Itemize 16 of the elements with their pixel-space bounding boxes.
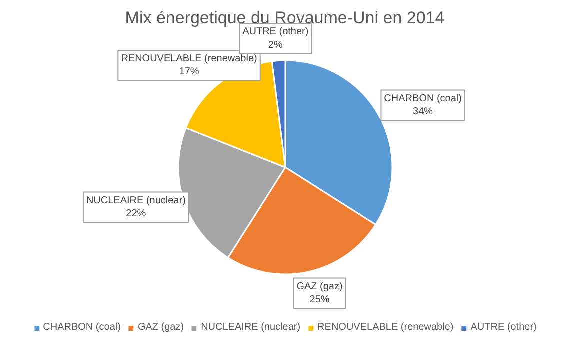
data-label: 2% bbox=[268, 40, 283, 51]
legend-label: RENOUVELABLE (renewable) bbox=[318, 322, 454, 333]
slice-label: GAZ (gaz) bbox=[296, 281, 343, 292]
slice-label: AUTRE (other) bbox=[242, 26, 309, 38]
legend-label: AUTRE (other) bbox=[470, 322, 537, 333]
data-label: 22% bbox=[126, 208, 146, 220]
slice-label: CHARBON (coal) bbox=[384, 93, 462, 104]
slice-label: NUCLEAIRE (nuclear) bbox=[86, 195, 186, 206]
legend-label: NUCLEAIRE (nuclear) bbox=[201, 322, 301, 333]
chart-title: Mix énergetique du Royaume-Uni en 2014 bbox=[125, 8, 445, 28]
data-label: 17% bbox=[179, 66, 200, 78]
data-label: 25% bbox=[310, 294, 330, 306]
legend-label: GAZ (gaz) bbox=[138, 322, 184, 333]
slice-label: RENOUVELABLE (renewable) bbox=[121, 53, 258, 64]
data-label: 34% bbox=[413, 106, 434, 118]
legend-label: CHARBON (coal) bbox=[43, 322, 121, 333]
